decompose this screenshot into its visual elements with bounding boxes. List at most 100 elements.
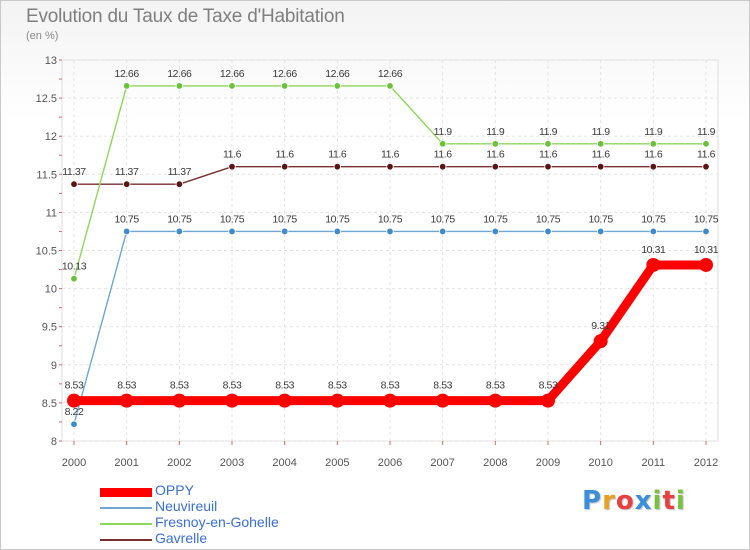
x-tick-label: 2004 [272,457,296,469]
data-label-oppy: 8.53 [275,380,294,392]
x-tick-label: 2011 [642,457,666,469]
y-tick-label: 11 [46,207,57,219]
data-label-gavrelle: 11.6 [276,149,295,161]
legend-swatch [100,539,152,541]
legend-label: Neuvireuil [155,498,218,514]
data-label-fresnoy-en-gohelle: 11.9 [486,126,505,138]
data-label-oppy: 9.31 [591,320,610,332]
data-label-neuvireuil: 10.75 [325,213,350,225]
data-label-neuvireuil: 10.75 [589,213,614,225]
y-tick-label: 9.5 [42,322,57,334]
proxiti-logo: Proxiti [582,486,686,516]
data-point-oppy [488,393,503,408]
chart-title: Evolution du Taux de Taxe d'Habitation [26,6,345,27]
data-label-fresnoy-en-gohelle: 12.66 [220,68,245,80]
data-label-oppy: 8.53 [539,380,558,392]
data-label-fresnoy-en-gohelle: 10.13 [62,261,87,273]
data-point-neuvireuil [280,227,289,236]
data-label-neuvireuil: 10.75 [167,213,192,225]
data-point-gavrelle [280,162,289,171]
data-point-gavrelle [175,180,184,188]
data-label-neuvireuil: 10.75 [536,213,561,225]
data-point-gavrelle [544,162,552,171]
x-tick-label: 2007 [430,457,454,469]
data-label-gavrelle: 11.6 [434,149,453,161]
x-tick-label: 2005 [325,457,349,469]
legend-swatch [100,523,152,525]
data-label-neuvireuil: 10.75 [694,213,719,225]
legend-swatch [100,507,152,509]
data-point-fresnoy-en-gohelle [491,140,500,148]
data-point-fresnoy-en-gohelle [702,140,710,148]
y-tick-label: 10.5 [36,246,57,258]
y-tick-label: 10 [45,284,57,296]
data-label-oppy: 8.53 [433,380,452,392]
x-tick-label: 2002 [167,457,191,469]
x-tick-label: 2012 [694,457,718,469]
data-label-neuvireuil: 10.75 [483,213,508,225]
data-label-gavrelle: 11.6 [381,149,400,161]
data-label-oppy: 8.53 [381,380,400,392]
data-point-neuvireuil [702,227,710,236]
data-label-neuvireuil: 10.75 [115,213,140,225]
data-point-gavrelle [228,162,236,171]
data-point-gavrelle [386,162,394,171]
logo-letter: i [652,486,663,516]
y-tick-label: 13 [45,55,57,67]
data-label-oppy: 10.31 [641,244,666,256]
data-point-oppy [225,393,239,408]
data-point-fresnoy-en-gohelle [175,82,184,90]
data-point-neuvireuil [228,227,236,236]
data-point-neuvireuil [122,227,131,236]
data-point-oppy [330,393,345,408]
data-point-neuvireuil [491,227,500,236]
data-label-fresnoy-en-gohelle: 12.66 [325,68,350,80]
logo-letter: x [634,486,653,516]
data-point-oppy [593,334,608,349]
data-label-fresnoy-en-gohelle: 12.66 [167,68,192,80]
data-label-oppy: 8.53 [170,380,189,392]
y-tick-label: 9 [51,360,57,372]
data-point-neuvireuil [544,227,552,236]
data-label-gavrelle: 11.6 [486,149,505,161]
data-point-fresnoy-en-gohelle [280,82,289,90]
logo-letter: o [615,486,635,516]
data-label-fresnoy-en-gohelle: 11.9 [434,126,453,138]
data-label-oppy: 8.53 [223,380,242,392]
data-point-neuvireuil [70,420,78,428]
data-point-gavrelle [649,162,658,171]
data-label-oppy: 8.53 [486,380,505,392]
data-label-neuvireuil: 10.75 [431,213,456,225]
x-tick-label: 2006 [378,457,402,469]
data-point-fresnoy-en-gohelle [649,140,658,148]
data-label-gavrelle: 11.6 [223,149,242,161]
data-point-gavrelle [333,162,342,171]
data-point-fresnoy-en-gohelle [122,82,131,90]
legend-label: OPPY [155,482,194,498]
chart-unit-label: (en %) [26,30,59,42]
y-tick-label: 11.5 [36,169,57,181]
data-label-fresnoy-en-gohelle: 12.66 [378,68,403,80]
data-label-gavrelle: 11.6 [644,149,663,161]
data-point-oppy [383,393,397,408]
data-label-fresnoy-en-gohelle: 11.9 [592,126,611,138]
data-point-oppy [646,257,661,272]
data-point-neuvireuil [333,227,342,236]
y-tick-label: 8 [51,436,57,448]
data-point-gavrelle [491,162,500,171]
data-point-fresnoy-en-gohelle [333,82,342,90]
data-point-oppy [699,257,713,272]
data-point-fresnoy-en-gohelle [228,82,236,90]
data-point-oppy [172,393,187,408]
data-point-fresnoy-en-gohelle [386,82,394,90]
data-point-neuvireuil [438,227,447,236]
data-label-fresnoy-en-gohelle: 12.66 [273,68,298,80]
data-label-gavrelle: 11.37 [62,166,86,178]
data-label-oppy: 8.53 [65,380,84,392]
data-label-gavrelle: 11.6 [697,149,716,161]
logo-letter: i [675,486,686,516]
data-point-gavrelle [702,162,710,171]
y-tick-label: 12 [45,131,57,143]
data-label-neuvireuil: 10.75 [641,213,666,225]
